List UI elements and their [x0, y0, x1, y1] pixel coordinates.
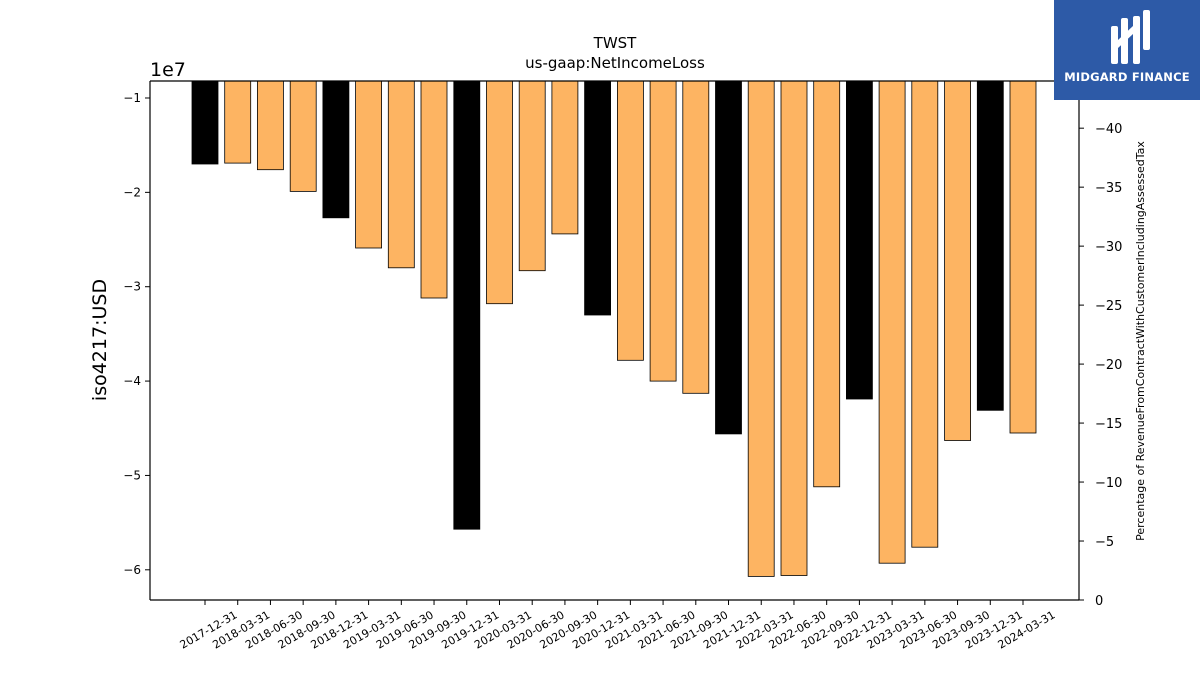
- y-tick-label: −1: [123, 91, 141, 105]
- bar: [715, 80, 742, 435]
- y2-tick-label: 0: [1095, 594, 1103, 609]
- bar: [584, 80, 611, 316]
- bar-group: [191, 80, 1037, 577]
- y2-tick-label: −20: [1095, 358, 1122, 373]
- bar: [780, 80, 808, 576]
- y-left-ticks: −1 −2 −3 −4 −5 −6: [123, 91, 150, 577]
- chart-subtitle: us-gaap:NetIncomeLoss: [525, 54, 705, 72]
- bar: [256, 80, 284, 171]
- logo-text: MIDGARD FINANCE: [1064, 70, 1190, 84]
- y-right-ticks: 0 −5 −10 −15 −20 −25 −30 −35 −40: [1079, 122, 1122, 609]
- bar: [813, 80, 841, 488]
- bar: [976, 80, 1004, 411]
- y2-tick-label: −10: [1095, 476, 1122, 491]
- bar: [322, 80, 350, 219]
- logo: MIDGARD FINANCE: [1054, 0, 1200, 100]
- bar: [355, 80, 383, 249]
- bar: [420, 80, 448, 299]
- bar: [289, 80, 317, 192]
- bar: [649, 80, 677, 382]
- y-tick-label: −2: [123, 185, 141, 199]
- y2-tick-label: −5: [1095, 535, 1114, 550]
- y-tick-label: −6: [123, 563, 141, 577]
- bar: [846, 80, 873, 400]
- y2-tick-label: −35: [1095, 181, 1122, 196]
- y2-tick-label: −40: [1095, 122, 1122, 137]
- y2-axis-label: Percentage of RevenueFromContractWithCus…: [1134, 141, 1147, 541]
- y-tick-label: −5: [123, 468, 141, 482]
- bar: [1009, 80, 1037, 434]
- x-ticks: 2017-12-312018-03-312018-06-302018-09-30…: [178, 600, 1058, 652]
- bar: [453, 80, 481, 530]
- bar: [224, 80, 252, 164]
- y-tick-label: −3: [123, 280, 141, 294]
- bar: [878, 80, 906, 564]
- bar: [551, 80, 579, 235]
- bar: [387, 80, 415, 269]
- y2-tick-label: −25: [1095, 299, 1122, 314]
- logo-mark-icon: [1111, 10, 1150, 64]
- y-tick-label: −4: [123, 374, 141, 388]
- bar: [747, 80, 775, 577]
- chart-title: TWST: [593, 34, 638, 52]
- bar: [911, 80, 939, 548]
- bar: [944, 80, 971, 441]
- bar: [617, 80, 644, 361]
- bar: [191, 80, 219, 165]
- bar: [682, 80, 710, 394]
- y-offset-label: 1e7: [150, 59, 186, 81]
- y-axis-label: iso4217:USD: [89, 279, 111, 401]
- bar: [518, 80, 546, 272]
- y2-tick-label: −15: [1095, 417, 1122, 432]
- y2-tick-label: −30: [1095, 240, 1122, 255]
- bar: [486, 80, 513, 305]
